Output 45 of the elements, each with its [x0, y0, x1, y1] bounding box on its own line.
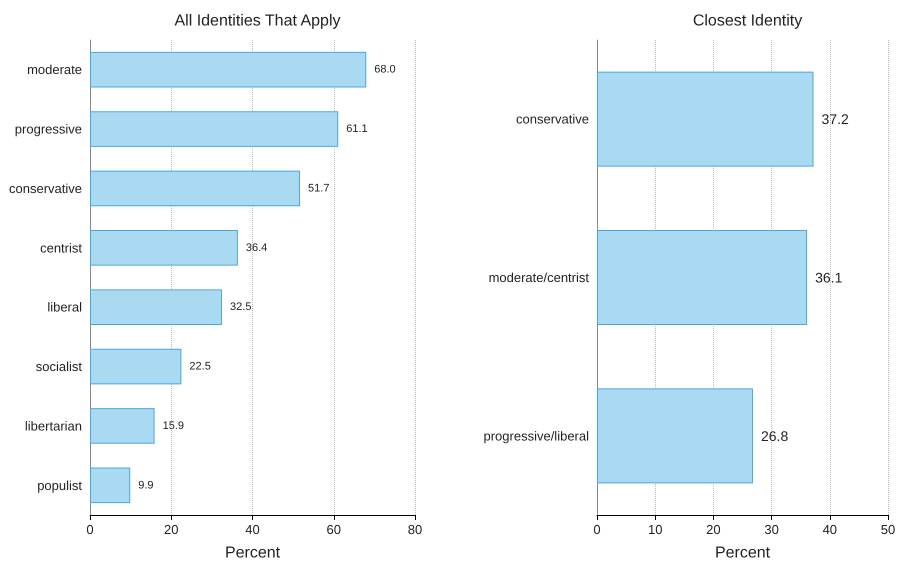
data-label: 32.5: [230, 301, 252, 314]
x-axis-title: Percent: [224, 544, 281, 562]
chart-title: Closest Identity: [692, 12, 802, 30]
x-tick-label: 40: [245, 522, 260, 537]
bar: [90, 52, 366, 88]
bar: [90, 289, 222, 325]
data-label: 51.7: [308, 182, 330, 194]
data-label: 15.9: [162, 420, 184, 432]
y-tick-label: progressive: [14, 122, 82, 137]
chart-title: All Identities That Apply: [174, 12, 341, 30]
bar: [90, 170, 300, 206]
data-label: 68.0: [374, 64, 396, 76]
bar: [90, 348, 182, 384]
bar: [90, 111, 338, 147]
x-axis-title: Percent: [714, 544, 771, 562]
bar: [90, 468, 130, 504]
bar: [90, 230, 238, 266]
data-label: 37.2: [822, 111, 849, 128]
x-tick-label: 40: [822, 522, 838, 537]
x-tick-label: 50: [880, 522, 896, 537]
x-tick-label: 0: [593, 522, 601, 537]
x-tick-label: 20: [164, 522, 178, 537]
data-label: 22.5: [189, 360, 211, 373]
y-tick-label: socialist: [36, 359, 82, 374]
x-tick-label: 10: [648, 522, 662, 537]
x-tick-label: 80: [408, 522, 422, 537]
y-tick-label: progressive/liberal: [484, 428, 590, 444]
y-tick-label: conservative: [516, 112, 589, 127]
y-tick-label: liberal: [47, 300, 82, 315]
bar: [90, 408, 155, 444]
y-tick-label: moderate/centrist: [488, 270, 590, 285]
x-tick-label: 0: [86, 522, 94, 537]
data-label: 36.4: [246, 242, 268, 254]
data-label: 61.1: [346, 123, 368, 136]
data-label: 9.9: [138, 479, 154, 492]
y-tick-label: libertarian: [24, 418, 82, 434]
x-tick-label: 20: [706, 522, 721, 537]
y-tick-label: moderate: [27, 62, 82, 78]
y-tick-label: conservative: [9, 180, 82, 196]
y-tick-label: populist: [37, 478, 82, 493]
x-tick-label: 60: [326, 522, 341, 537]
x-tick-label: 30: [764, 522, 779, 537]
y-tick-label: centrist: [40, 240, 82, 256]
data-label: 36.1: [815, 270, 843, 286]
data-label: 26.8: [760, 428, 788, 444]
